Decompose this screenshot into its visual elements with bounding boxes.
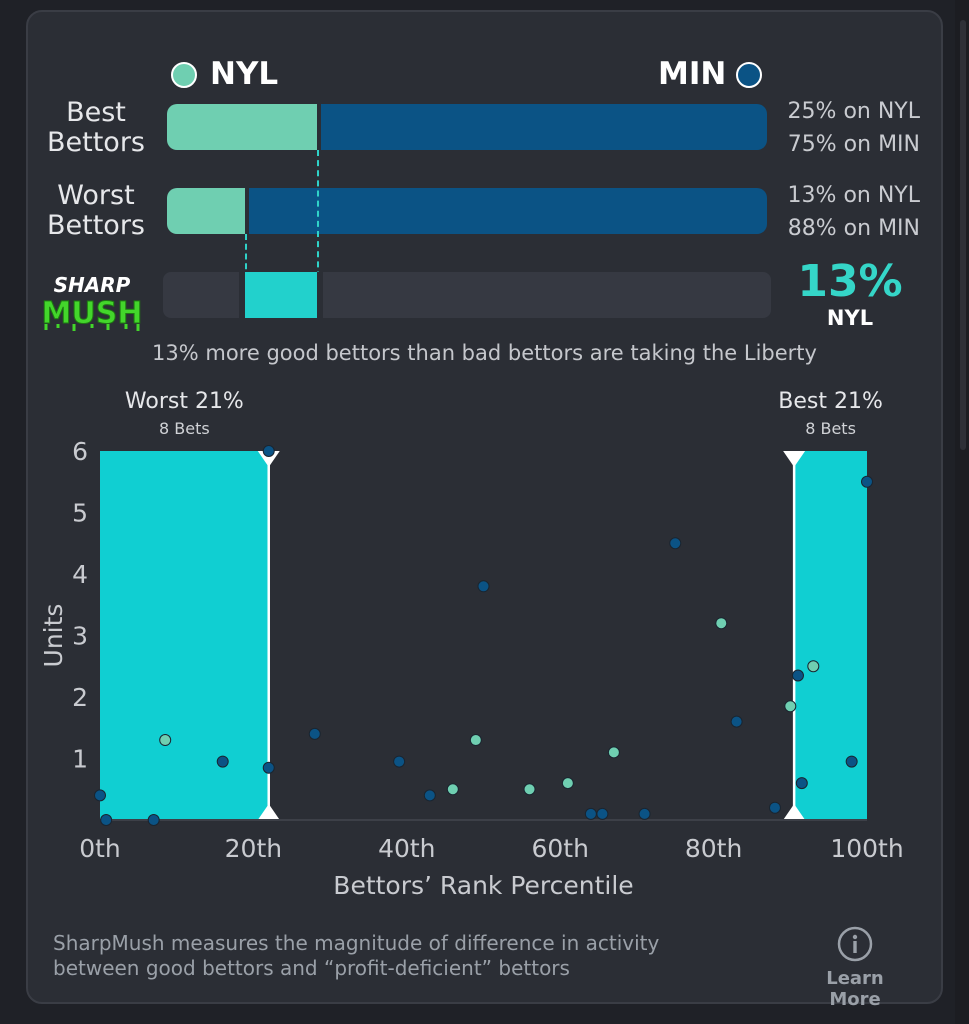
data-point-min <box>669 537 682 550</box>
data-point-min <box>216 755 229 768</box>
footer-line1: SharpMush measures the magnitude of diff… <box>53 931 660 955</box>
best-bettors-split-bar <box>167 104 767 150</box>
y-tick-label: 1 <box>72 745 88 774</box>
data-point-nyl <box>469 734 482 747</box>
x-tick-label: 0th <box>79 834 121 863</box>
data-point-min <box>308 727 321 740</box>
team-left-label: NYL <box>210 56 279 92</box>
y-tick-label: 2 <box>72 683 88 712</box>
worst-bettors-nyl-segment <box>167 188 245 234</box>
worst-bettors-nyl-pct: 13% on NYL <box>787 183 920 208</box>
worst-bettors-label-line1: Worst <box>57 180 135 211</box>
data-point-min <box>768 801 781 814</box>
team-right-label: MIN <box>658 56 727 92</box>
footer-description: SharpMush measures the magnitude of diff… <box>53 931 773 981</box>
x-tick-label: 40th <box>378 834 435 863</box>
best-bettors-label-line1: Best <box>66 97 126 128</box>
data-point-nyl <box>446 783 459 796</box>
data-point-min <box>147 814 160 826</box>
window-handle-top-1 <box>783 451 806 467</box>
data-point-min <box>423 789 436 802</box>
sharp-mush-value: 13% <box>797 256 903 307</box>
window-band-0 <box>100 451 269 820</box>
logo-line1: SHARP <box>54 273 131 297</box>
window-handle-bottom-0 <box>257 804 280 820</box>
worst-bettors-min-pct: 88% on MIN <box>787 216 920 241</box>
sharp-mush-gap-right <box>317 272 323 318</box>
x-tick-label: 100th <box>830 834 903 863</box>
sharp-mush-team: NYL <box>826 306 874 330</box>
scrollbar-thumb[interactable] <box>960 20 966 450</box>
best-bettors-label: Best Bettors <box>40 98 152 158</box>
best-bettors-nyl-segment <box>167 104 317 150</box>
x-tick-label: 20th <box>225 834 282 863</box>
sharp-mush-summary: 13% more good bettors than bad bettors a… <box>152 341 817 365</box>
data-point-min <box>477 580 490 593</box>
best-bettors-percentages: 25% on NYL 75% on MIN <box>770 95 920 161</box>
sharp-mush-fill <box>245 272 317 318</box>
data-point-min <box>795 777 808 790</box>
nyl-legend-dot <box>171 62 197 88</box>
best-bettors-min-pct: 75% on MIN <box>787 132 920 157</box>
y-tick-label: 4 <box>72 560 88 589</box>
data-point-nyl <box>561 777 574 790</box>
min-legend-dot <box>736 62 762 88</box>
learn-more-label: Learn More <box>826 968 884 1010</box>
data-point-min <box>861 475 873 488</box>
info-icon <box>837 926 873 962</box>
data-point-min <box>262 445 275 457</box>
worst-bettors-percentages: 13% on NYL 88% on MIN <box>770 179 920 245</box>
best-split-connector <box>317 150 319 318</box>
x-tick-label: 80th <box>685 834 742 863</box>
sharp-mush-logo: SHARP MUSH <box>41 273 143 332</box>
worst-bettors-min-segment <box>249 188 767 234</box>
data-point-nyl <box>715 617 728 630</box>
window-title-0: Worst 21% <box>125 389 244 414</box>
data-point-nyl <box>523 783 536 796</box>
footer-line2: between good bettors and “profit-deficie… <box>53 956 570 980</box>
data-point-min <box>100 814 113 826</box>
data-point-min <box>393 755 406 768</box>
best-bettors-label-line2: Bettors <box>47 127 145 158</box>
x-axis-title: Bettors’ Rank Percentile <box>333 871 633 900</box>
data-point-nyl <box>607 746 620 759</box>
data-point-nyl <box>159 734 172 747</box>
window-subtitle-0: 8 Bets <box>159 419 210 438</box>
data-point-min <box>596 807 609 820</box>
data-point-min <box>845 755 858 768</box>
data-point-nyl <box>807 660 820 673</box>
y-tick-label: 5 <box>72 499 88 528</box>
data-point-min <box>262 761 275 774</box>
window-handle-top-0 <box>257 451 280 467</box>
window-handle-bottom-1 <box>783 804 806 820</box>
window-subtitle-1: 8 Bets <box>805 419 856 438</box>
window-title-1: Best 21% <box>778 389 883 414</box>
learn-more-button[interactable]: Learn More <box>803 926 907 1010</box>
data-point-min <box>730 715 743 728</box>
best-bettors-min-segment <box>321 104 767 150</box>
sharp-mush-gap-left <box>239 272 245 318</box>
data-point-min <box>638 807 651 820</box>
y-tick-label: 6 <box>72 437 88 466</box>
y-axis-title: Units <box>39 604 68 668</box>
worst-bettors-label: Worst Bettors <box>40 181 152 241</box>
worst-bettors-label-line2: Bettors <box>47 210 145 241</box>
y-tick-label: 3 <box>72 622 88 651</box>
data-point-min <box>94 789 106 802</box>
best-bettors-nyl-pct: 25% on NYL <box>787 99 920 124</box>
data-point-min <box>791 669 804 682</box>
scrollbar-track[interactable] <box>955 0 969 1024</box>
data-point-min <box>584 807 597 820</box>
x-tick-label: 60th <box>531 834 588 863</box>
worst-bettors-split-bar <box>167 188 767 234</box>
data-point-nyl <box>784 700 797 713</box>
